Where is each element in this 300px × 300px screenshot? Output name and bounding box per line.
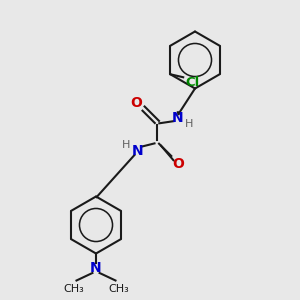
Text: N: N — [172, 111, 184, 124]
Text: CH₃: CH₃ — [63, 284, 84, 294]
Text: H: H — [122, 140, 130, 151]
Text: CH₃: CH₃ — [108, 284, 129, 294]
Text: N: N — [132, 144, 143, 158]
Text: Cl: Cl — [185, 76, 199, 89]
Text: N: N — [90, 262, 102, 275]
Text: O: O — [130, 96, 142, 110]
Text: O: O — [172, 157, 184, 171]
Text: H: H — [185, 118, 194, 129]
